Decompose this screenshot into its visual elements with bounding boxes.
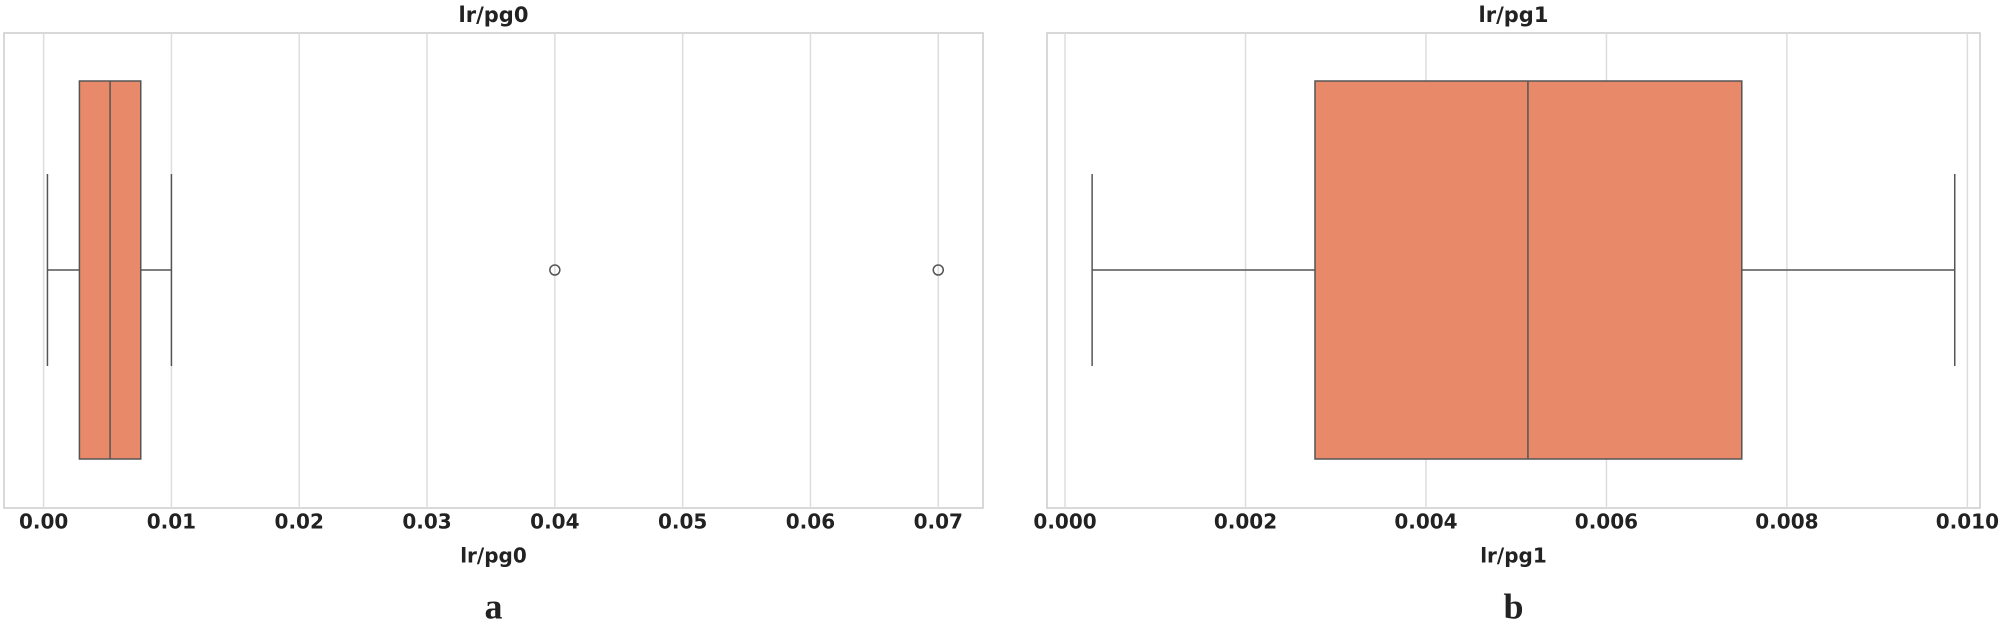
x-tick-label: 0.05	[658, 510, 707, 534]
x-tick-label: 0.06	[786, 510, 835, 534]
x-tick-label: 0.07	[914, 510, 963, 534]
outlier	[549, 264, 561, 276]
x-tick-label: 0.002	[1214, 510, 1277, 534]
x-axis-label: lr/pg0	[460, 544, 527, 568]
x-tick-label: 0.010	[1936, 510, 1999, 534]
panel-label: a	[485, 586, 503, 626]
x-tick-label: 0.004	[1394, 510, 1457, 534]
x-tick-label: 0.01	[147, 510, 196, 534]
x-tick-label: 0.02	[275, 510, 324, 534]
x-tick-label: 0.04	[530, 510, 579, 534]
chart-title: lr/pg1	[1479, 3, 1549, 27]
outlier	[932, 264, 945, 276]
x-axis-label: lr/pg1	[1480, 544, 1547, 568]
x-tick-label: 0.008	[1755, 510, 1818, 534]
x-tick-label: 0.03	[402, 510, 451, 534]
x-tick-label: 0.006	[1575, 510, 1638, 534]
x-tick-label: 0.000	[1033, 510, 1096, 534]
x-tick-label: 0.00	[19, 510, 68, 534]
panel-label: b	[1503, 586, 1523, 626]
chart-title: lr/pg0	[459, 3, 529, 27]
